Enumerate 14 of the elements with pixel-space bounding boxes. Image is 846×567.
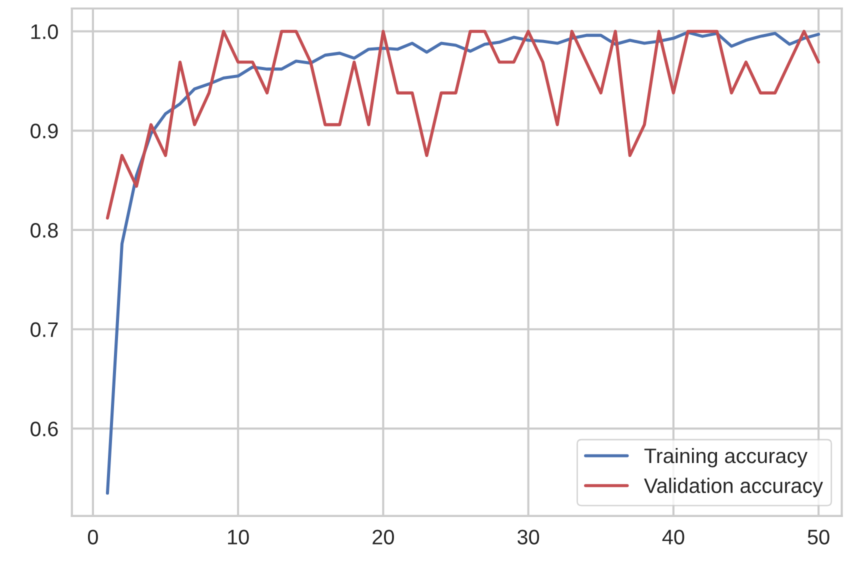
y-tick-label: 0.9 xyxy=(30,124,58,138)
y-tick-label: 0.7 xyxy=(30,322,58,338)
x-tick-label: 50 xyxy=(808,530,830,544)
y-tick-label: 0.8 xyxy=(30,222,58,238)
x-tick-label: 40 xyxy=(662,530,684,544)
x-tick-label: 10 xyxy=(228,530,249,544)
y-tick-label: 1.0 xyxy=(31,24,58,40)
legend-label: Training accuracy xyxy=(644,448,808,468)
legend-label: Validation accuracy xyxy=(644,478,823,498)
x-tick-label: 0 xyxy=(88,530,98,544)
line-series xyxy=(106,30,820,220)
x-tick-label: 20 xyxy=(372,530,394,544)
y-tick-label: 0.6 xyxy=(30,422,58,436)
x-tick-label: 30 xyxy=(518,530,540,544)
